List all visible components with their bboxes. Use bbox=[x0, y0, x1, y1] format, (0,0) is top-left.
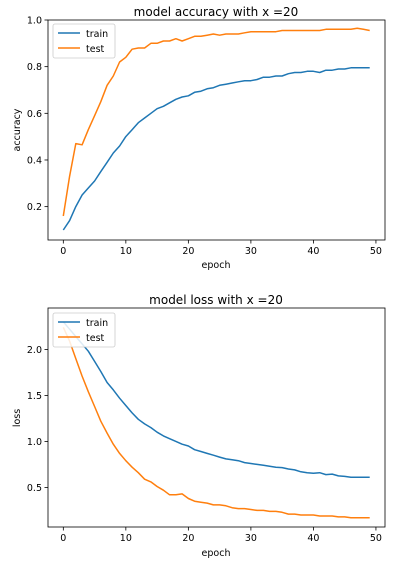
x-axis-label: epoch bbox=[202, 260, 231, 271]
x-tick-label: 10 bbox=[120, 533, 132, 544]
x-tick-label: 30 bbox=[245, 246, 257, 257]
y-axis-label: accuracy bbox=[12, 108, 23, 151]
legend: train test bbox=[53, 313, 115, 347]
y-tick-label: 0.6 bbox=[27, 109, 42, 120]
y-tick-label: 0.8 bbox=[27, 62, 42, 73]
series-line-test bbox=[63, 327, 369, 518]
x-tick-label: 20 bbox=[182, 246, 194, 257]
x-tick-label: 40 bbox=[307, 533, 319, 544]
y-tick-label: 1.0 bbox=[27, 16, 42, 27]
y-tick-label: 1.0 bbox=[27, 437, 42, 448]
chart-title: model accuracy with x =20 bbox=[134, 5, 299, 19]
legend-train-label: train bbox=[86, 318, 108, 329]
legend-test-label: test bbox=[86, 44, 105, 55]
x-tick-label: 30 bbox=[245, 533, 257, 544]
x-tick-label: 0 bbox=[60, 533, 66, 544]
x-axis-label: epoch bbox=[202, 548, 231, 559]
x-tick-label: 50 bbox=[370, 246, 382, 257]
chart-title: model loss with x =20 bbox=[149, 293, 283, 307]
x-tick-label: 0 bbox=[60, 246, 66, 257]
loss-chart: model loss with x =20 0 10 20 30 40 50 0.5 1.0 1… bbox=[12, 293, 385, 559]
plot-area: 0 10 20 30 40 50 0.5 1.0 1.5 2.0 bbox=[27, 322, 382, 544]
accuracy-chart: model accuracy with x =20 0 10 20 30 40 50 0.2… bbox=[12, 5, 385, 271]
y-axis-label: loss bbox=[12, 409, 23, 427]
x-tick-label: 20 bbox=[182, 533, 194, 544]
y-tick-label: 0.5 bbox=[27, 483, 42, 494]
legend-test-label: test bbox=[86, 333, 105, 344]
legend: train test bbox=[53, 24, 115, 58]
x-tick-label: 40 bbox=[307, 246, 319, 257]
y-tick-label: 0.2 bbox=[27, 202, 42, 213]
y-tick-label: 1.5 bbox=[27, 391, 42, 402]
y-tick-label: 2.0 bbox=[27, 345, 42, 356]
x-tick-label: 10 bbox=[120, 246, 132, 257]
x-tick-label: 50 bbox=[370, 533, 382, 544]
y-tick-label: 0.4 bbox=[27, 155, 42, 166]
legend-train-label: train bbox=[86, 29, 108, 40]
series-line-train bbox=[63, 68, 369, 230]
